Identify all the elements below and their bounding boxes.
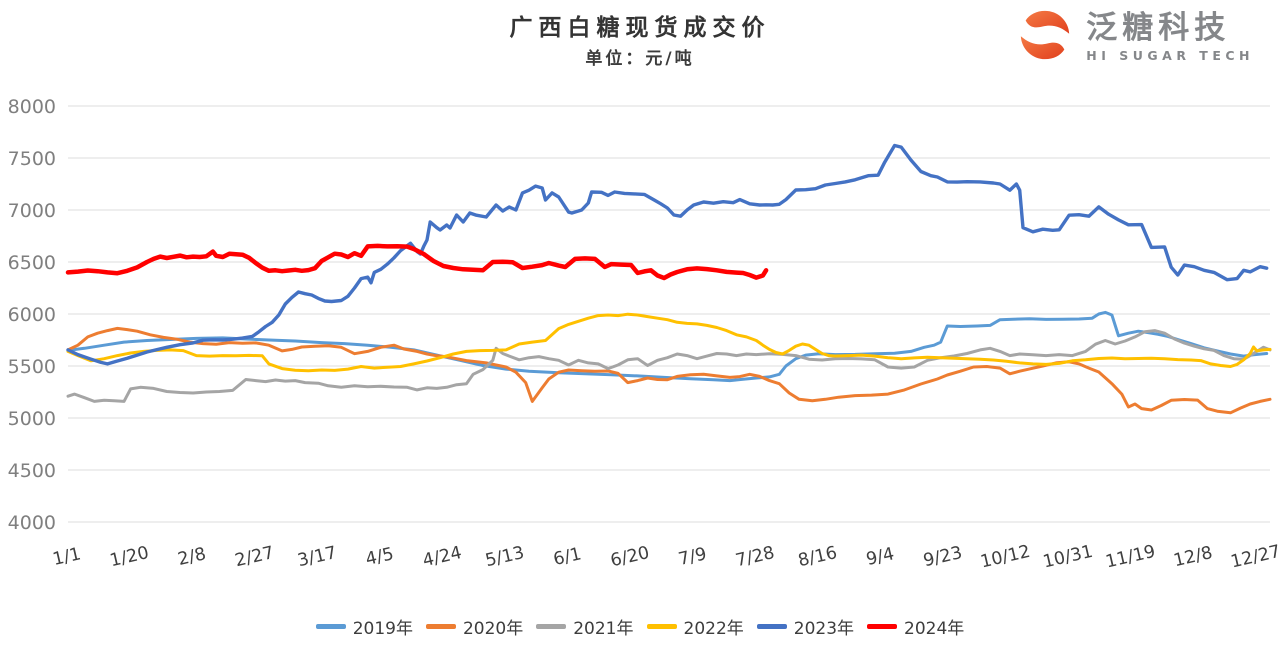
legend-swatch [867,624,898,629]
legend-swatch [756,624,787,629]
y-tick-label: 4500 [8,460,56,482]
x-tick-label: 8/16 [796,543,839,571]
legend-label: 2022年 [683,619,744,639]
chart-unit-label: 单位：元/吨 [585,49,695,69]
legend-swatch [315,624,346,629]
legend-label: 2024年 [904,619,965,639]
chart-title: 广西白糖现货成交价 [509,14,771,41]
series-line-2021年 [66,329,1272,403]
price-line-chart: 8000 7500 7000 6500 6000 5500 5000 4500 4000 1/1 1… [0,90,1280,600]
x-tick-label: 3/17 [296,543,339,571]
legend-label: 2019年 [352,619,413,639]
sugar-tech-swirl-icon [1016,6,1074,68]
legend-swatch [425,624,456,629]
brand-logo: 泛糖科技 HI SUGAR TECH [1016,6,1254,68]
x-tick-label: 4/24 [421,543,464,571]
x-tick-label: 1/1 [51,544,83,570]
legend: 2019年 2020年 2021年 2022年 2023年 2024年 [0,614,1280,639]
series-line-2024年 [65,243,769,281]
x-tick-label: 2/27 [233,543,276,571]
x-tick-label: 10/12 [979,542,1033,573]
legend-item-2021年: 2021年 [536,614,634,639]
legend-label: 2021年 [573,619,634,639]
x-tick-label: 11/19 [1104,542,1158,573]
brand-name-cn: 泛糖科技 [1086,9,1231,46]
x-tick-label: 12/27 [1229,542,1280,573]
x-tick-label: 9/23 [921,543,964,571]
y-tick-label: 8000 [8,96,56,118]
series-line-2019年 [66,310,1269,383]
legend-swatch [646,624,677,629]
legend-swatch [536,624,567,629]
x-tick-label: 6/20 [609,543,652,571]
x-tick-label: 1/20 [108,543,151,571]
x-tick-label: 9/4 [864,544,896,570]
x-tick-label: 2/8 [176,544,208,570]
legend-item-2023年: 2023年 [756,614,855,639]
x-tick-label: 12/8 [1172,543,1215,571]
x-tick-label: 7/9 [677,544,709,570]
y-tick-label: 6500 [8,252,56,274]
x-tick-label: 5/13 [483,543,526,571]
y-tick-label: 7500 [8,148,56,170]
x-tick-label: 4/5 [364,544,396,570]
series-line-2022年 [66,312,1272,373]
legend-item-2020年: 2020年 [425,614,524,639]
x-tick-label: 7/28 [734,543,777,571]
brand-logo-text: 泛糖科技 HI SUGAR TECH [1086,11,1254,63]
y-tick-label: 7000 [8,200,56,222]
y-tick-label: 5000 [8,408,56,430]
series-line-2020年 [66,326,1272,415]
y-tick-label: 5500 [8,356,56,378]
legend-item-2022年: 2022年 [646,614,744,639]
legend-item-2024年: 2024年 [867,614,964,639]
plot-svg: 8000 7500 7000 6500 6000 5500 5000 4500 4000 1/1 1… [8,96,1280,573]
legend-item-2019年: 2019年 [315,614,413,639]
y-tick-label: 4000 [8,512,56,534]
x-tick-label: 6/1 [551,544,583,570]
legend-label: 2020年 [462,619,524,639]
legend-label: 2023年 [793,619,855,639]
series-line-2023年 [66,143,1269,366]
brand-name-en: HI SUGAR TECH [1086,48,1254,64]
x-tick-label: 10/31 [1041,542,1095,573]
y-tick-label: 6000 [8,304,56,326]
